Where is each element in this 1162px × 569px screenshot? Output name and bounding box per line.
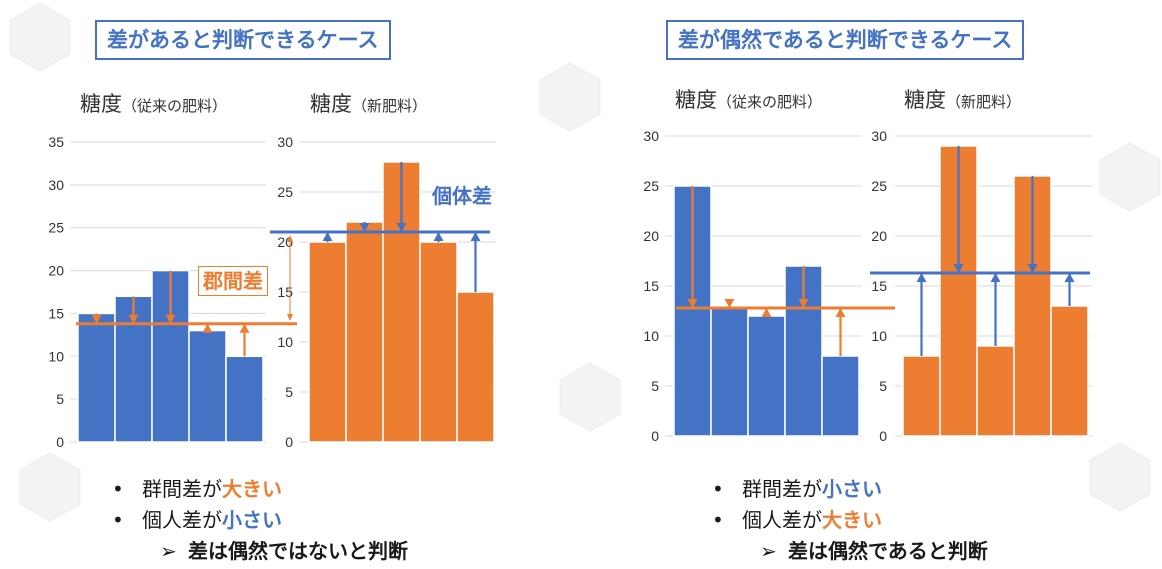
between-group-label: 郡間差 xyxy=(198,266,268,296)
y-tick-label: 15 xyxy=(277,284,293,300)
bar xyxy=(747,315,786,437)
chart-title-left-new: 糖度（新肥料） xyxy=(310,88,427,118)
bullet-list-left: • 群間差が大きい • 個人差が小さい ➢ 差は偶然ではないと判断 xyxy=(112,474,408,567)
chart-subtitle-text: （従来の肥料） xyxy=(717,93,823,111)
conclusion-text: ➢ 差は偶然であると判断 xyxy=(760,539,988,563)
bar xyxy=(1050,305,1089,437)
chart-title-text: 糖度 xyxy=(904,88,946,112)
y-tick-label: 30 xyxy=(643,128,659,144)
chart-title-right-new: 糖度（新肥料） xyxy=(904,84,1021,114)
deviation-arrowhead xyxy=(1064,273,1075,282)
bullet-item: • 群間差が小さい xyxy=(712,477,882,501)
deviation-arrowhead xyxy=(798,299,809,308)
y-tick-label: 20 xyxy=(48,263,64,279)
y-tick-label: 0 xyxy=(879,428,887,444)
deviation-arrowhead xyxy=(91,314,102,324)
deviation-arrowhead xyxy=(470,232,481,241)
deviation-arrowhead xyxy=(835,308,846,317)
deviation-arrowhead xyxy=(239,323,250,333)
bar xyxy=(976,345,1015,437)
y-tick-label: 25 xyxy=(48,220,64,236)
deviation-arrowhead xyxy=(1027,264,1038,273)
bullet-item: • 個人差が小さい xyxy=(112,508,282,532)
y-tick-label: 0 xyxy=(56,434,64,450)
bar xyxy=(308,241,347,443)
individual-diff-label: 個体差 xyxy=(432,184,492,208)
bar xyxy=(77,312,116,443)
y-tick-label: 10 xyxy=(643,328,659,344)
y-tick-label: 15 xyxy=(871,278,887,294)
deviation-arrowhead xyxy=(202,323,213,333)
chart-title-text: 糖度 xyxy=(80,92,122,116)
y-tick-label: 30 xyxy=(277,134,293,150)
deviation-arrowhead xyxy=(396,223,407,232)
bracket-arrowhead-bottom xyxy=(287,314,293,321)
deviation-arrowhead xyxy=(433,232,444,241)
deviation-arrowhead xyxy=(953,264,964,273)
bar xyxy=(419,241,458,443)
panel-title-significant: 差があると判断できるケース xyxy=(95,20,391,60)
bullet-list-right: • 群間差が小さい • 個人差が大きい ➢ 差は偶然であると判断 xyxy=(712,474,988,567)
y-tick-label: 10 xyxy=(871,328,887,344)
y-tick-label: 5 xyxy=(285,384,293,400)
conclusion-text: ➢ 差は偶然ではないと判断 xyxy=(160,539,408,563)
y-tick-label: 5 xyxy=(879,378,887,394)
deviation-arrowhead xyxy=(687,299,698,308)
y-tick-label: 15 xyxy=(643,278,659,294)
panel-title-chance: 差が偶然であると判断できるケース xyxy=(666,20,1025,60)
y-tick-label: 5 xyxy=(651,378,659,394)
bullet-item: • 群間差が大きい xyxy=(112,477,282,501)
chart-title-text: 糖度 xyxy=(310,92,352,116)
deviation-arrowhead xyxy=(322,232,333,241)
y-tick-label: 35 xyxy=(48,134,64,150)
deviation-arrowhead xyxy=(165,314,176,324)
y-tick-label: 5 xyxy=(56,391,64,407)
y-tick-label: 0 xyxy=(651,428,659,444)
bar xyxy=(456,291,495,443)
y-tick-label: 30 xyxy=(48,177,64,193)
y-tick-label: 10 xyxy=(48,348,64,364)
y-tick-label: 0 xyxy=(285,434,293,450)
deviation-arrowhead xyxy=(359,223,370,232)
y-tick-label: 10 xyxy=(277,334,293,350)
deviation-arrowhead xyxy=(761,308,772,317)
chart-subtitle-text: （従来の肥料） xyxy=(122,97,228,115)
deviation-arrowhead xyxy=(724,299,735,308)
deviation-arrowhead xyxy=(128,314,139,324)
chart-title-left-conventional: 糖度（従来の肥料） xyxy=(80,88,227,118)
chart-subtitle-text: （新肥料） xyxy=(946,93,1022,111)
chart-subtitle-text: （新肥料） xyxy=(352,97,428,115)
y-tick-label: 25 xyxy=(871,178,887,194)
y-tick-label: 20 xyxy=(871,228,887,244)
bracket-arrowhead-top xyxy=(287,235,293,242)
y-tick-label: 25 xyxy=(643,178,659,194)
bullet-item: • 個人差が大きい xyxy=(712,508,882,532)
y-tick-label: 20 xyxy=(643,228,659,244)
deviation-arrowhead xyxy=(990,273,1001,282)
chart-title-text: 糖度 xyxy=(675,88,717,112)
y-tick-label: 25 xyxy=(277,184,293,200)
y-tick-label: 15 xyxy=(48,305,64,321)
y-tick-label: 30 xyxy=(871,128,887,144)
deviation-arrowhead xyxy=(916,273,927,282)
bar xyxy=(902,355,941,437)
bar xyxy=(345,221,384,443)
chart-title-right-conventional: 糖度（従来の肥料） xyxy=(675,84,822,114)
